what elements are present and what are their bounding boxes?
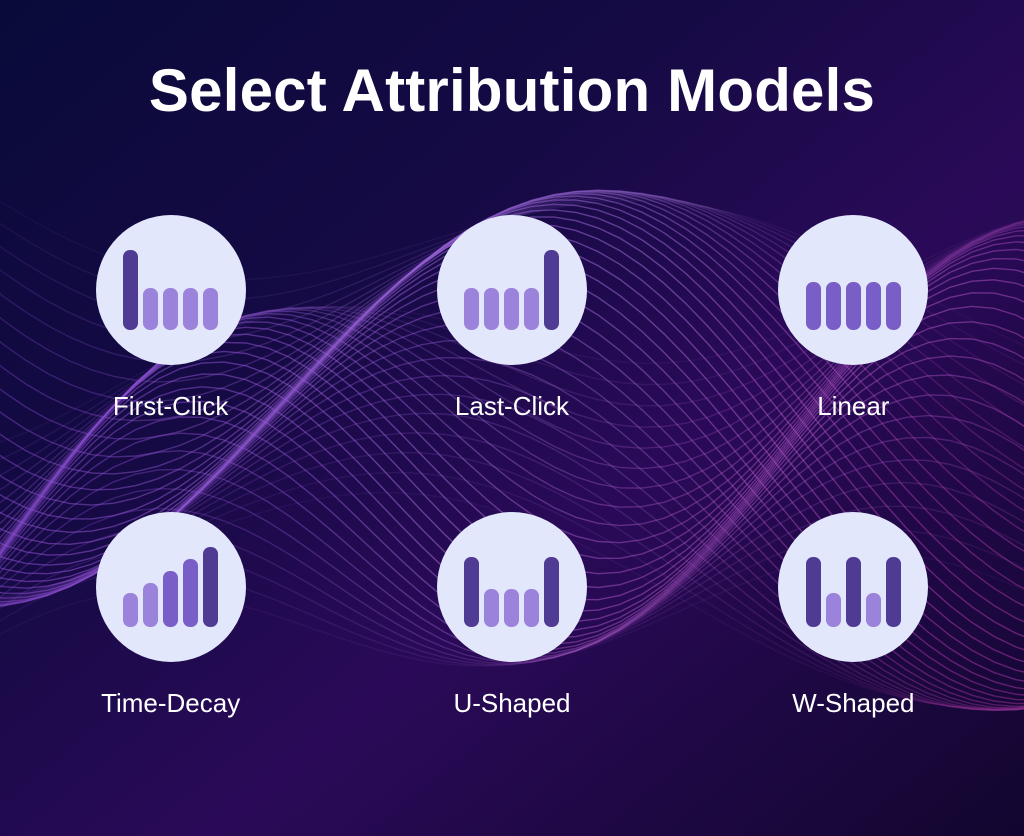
bar: [203, 547, 218, 627]
bar: [886, 557, 901, 627]
model-u-shaped[interactable]: U-Shaped: [437, 512, 587, 719]
models-grid: First-Click Last-Click Linear Time-Decay U-S…: [0, 215, 1024, 719]
model-time-decay-icon: [96, 512, 246, 662]
bars-icon: [464, 250, 559, 330]
bar: [123, 250, 138, 330]
bar: [544, 557, 559, 627]
bars-icon: [806, 547, 901, 627]
model-label: Linear: [817, 391, 889, 422]
bar: [183, 288, 198, 330]
model-last-click[interactable]: Last-Click: [437, 215, 587, 422]
model-w-shaped-icon: [778, 512, 928, 662]
model-label: U-Shaped: [453, 688, 570, 719]
bars-icon: [806, 250, 901, 330]
bar: [806, 282, 821, 330]
content: Select Attribution Models First-Click Las…: [0, 0, 1024, 836]
bar: [123, 593, 138, 627]
bar: [544, 250, 559, 330]
bar: [143, 288, 158, 330]
bar: [163, 288, 178, 330]
bars-icon: [123, 250, 218, 330]
model-last-click-icon: [437, 215, 587, 365]
bar: [866, 282, 881, 330]
bar: [143, 583, 158, 627]
bar: [464, 557, 479, 627]
bar: [826, 282, 841, 330]
bar: [866, 593, 881, 627]
bars-icon: [123, 547, 218, 627]
bar: [806, 557, 821, 627]
model-time-decay[interactable]: Time-Decay: [96, 512, 246, 719]
stage: Select Attribution Models First-Click Las…: [0, 0, 1024, 836]
bar: [826, 593, 841, 627]
model-linear-icon: [778, 215, 928, 365]
bar: [846, 557, 861, 627]
bar: [504, 589, 519, 627]
model-w-shaped[interactable]: W-Shaped: [778, 512, 928, 719]
model-label: Time-Decay: [101, 688, 240, 719]
bar: [484, 288, 499, 330]
bar: [524, 589, 539, 627]
model-linear[interactable]: Linear: [778, 215, 928, 422]
model-label: Last-Click: [455, 391, 569, 422]
bar: [886, 282, 901, 330]
bar: [203, 288, 218, 330]
model-u-shaped-icon: [437, 512, 587, 662]
model-label: W-Shaped: [792, 688, 914, 719]
bars-icon: [464, 547, 559, 627]
bar: [484, 589, 499, 627]
bar: [504, 288, 519, 330]
page-title: Select Attribution Models: [0, 56, 1024, 125]
model-label: First-Click: [113, 391, 229, 422]
bar: [464, 288, 479, 330]
model-first-click-icon: [96, 215, 246, 365]
bar: [163, 571, 178, 627]
model-first-click[interactable]: First-Click: [96, 215, 246, 422]
bar: [524, 288, 539, 330]
bar: [183, 559, 198, 627]
bar: [846, 282, 861, 330]
